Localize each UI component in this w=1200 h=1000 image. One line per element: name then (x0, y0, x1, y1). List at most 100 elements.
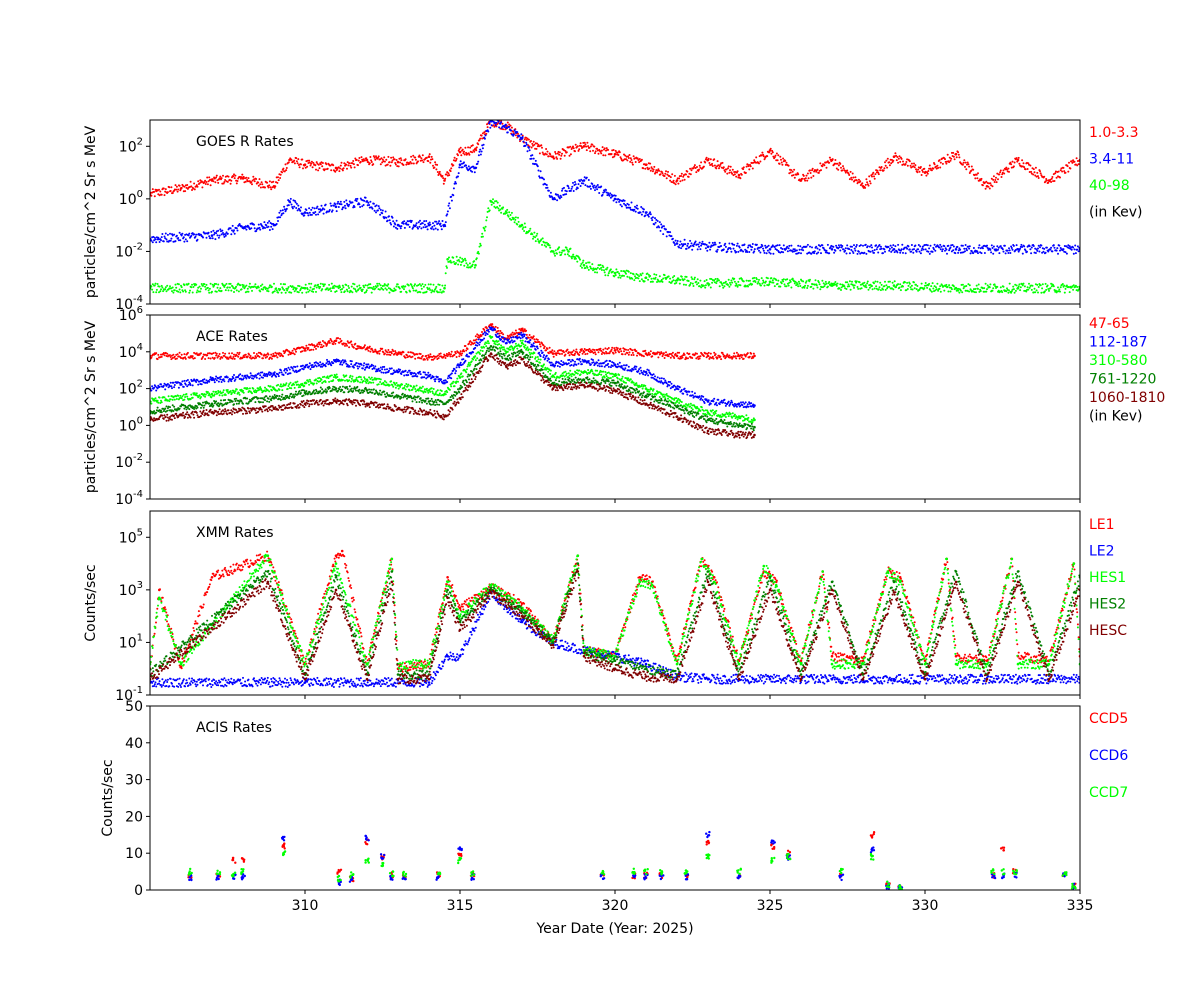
data-point (787, 284, 790, 287)
data-point (384, 210, 387, 213)
data-point (308, 289, 311, 292)
data-point (744, 171, 747, 174)
data-point (246, 355, 249, 358)
data-point (1019, 247, 1022, 250)
data-point (462, 259, 465, 261)
data-point (962, 161, 965, 164)
data-point (811, 167, 814, 170)
data-point (479, 148, 482, 151)
data-point (204, 288, 207, 291)
data-point (165, 290, 168, 293)
data-point (884, 161, 886, 164)
data-point (306, 212, 309, 215)
data-point (409, 290, 412, 293)
data-point (563, 186, 565, 189)
data-point (540, 144, 543, 147)
data-point (481, 147, 484, 150)
data-point (666, 353, 669, 356)
data-point (636, 157, 639, 160)
data-point (883, 285, 886, 288)
data-point (680, 247, 683, 250)
data-point (861, 182, 864, 185)
data-point (171, 286, 174, 289)
data-point (355, 200, 358, 202)
data-point (483, 229, 486, 232)
data-point (1047, 181, 1050, 184)
data-point (545, 153, 548, 156)
data-point (532, 140, 535, 143)
data-point (916, 285, 919, 287)
data-point (596, 271, 599, 274)
data-point (427, 160, 430, 163)
data-point (1005, 290, 1008, 293)
data-point (655, 218, 658, 221)
data-point (471, 265, 473, 268)
data-point (708, 162, 711, 164)
data-point (635, 350, 638, 353)
data-point (882, 169, 885, 172)
data-point (326, 342, 329, 345)
data-point (604, 347, 607, 350)
data-point (689, 239, 692, 242)
data-point (184, 289, 187, 292)
data-point (724, 280, 727, 283)
data-point (733, 277, 736, 280)
data-point (992, 252, 995, 255)
data-point (817, 244, 820, 247)
data-point (584, 267, 587, 269)
data-point (938, 159, 941, 162)
data-point (425, 225, 428, 228)
data-point (381, 212, 384, 215)
data-point (227, 357, 230, 360)
data-point (326, 167, 329, 170)
data-point (531, 233, 534, 236)
data-point (191, 355, 194, 358)
data-point (235, 289, 238, 292)
data-point (463, 150, 465, 153)
data-point (920, 174, 923, 176)
data-point (342, 286, 345, 289)
data-point (380, 157, 383, 160)
data-point (851, 250, 854, 253)
data-point (897, 157, 900, 160)
data-point (469, 146, 472, 149)
data-point (480, 335, 483, 337)
data-point (346, 344, 348, 347)
data-point (365, 200, 369, 203)
data-point (587, 185, 590, 188)
data-point (961, 244, 964, 247)
data-point (270, 188, 273, 191)
data-point (952, 249, 955, 252)
data-point (1050, 177, 1053, 180)
data-point (245, 228, 248, 231)
data-point (459, 146, 462, 149)
data-point (980, 252, 983, 255)
data-point (534, 159, 537, 162)
data-point (873, 175, 875, 178)
data-point (191, 232, 194, 235)
data-point (884, 280, 886, 283)
data-point (899, 289, 902, 292)
data-point (687, 242, 689, 245)
data-point (625, 158, 627, 161)
data-point (430, 227, 433, 230)
data-point (390, 156, 393, 159)
data-point (194, 235, 197, 238)
data-point (499, 330, 502, 332)
data-point (255, 353, 258, 355)
data-point (834, 249, 837, 252)
data-point (253, 223, 255, 226)
data-point (939, 243, 942, 246)
data-point (708, 357, 711, 360)
data-point (287, 161, 290, 164)
data-point (285, 169, 288, 172)
data-point (652, 168, 655, 171)
data-point (835, 244, 838, 247)
data-point (547, 189, 550, 192)
data-point (538, 341, 541, 343)
data-point (154, 282, 157, 285)
data-point (356, 197, 359, 200)
data-point (634, 275, 636, 278)
data-point (1072, 252, 1075, 255)
data-point (929, 244, 932, 247)
